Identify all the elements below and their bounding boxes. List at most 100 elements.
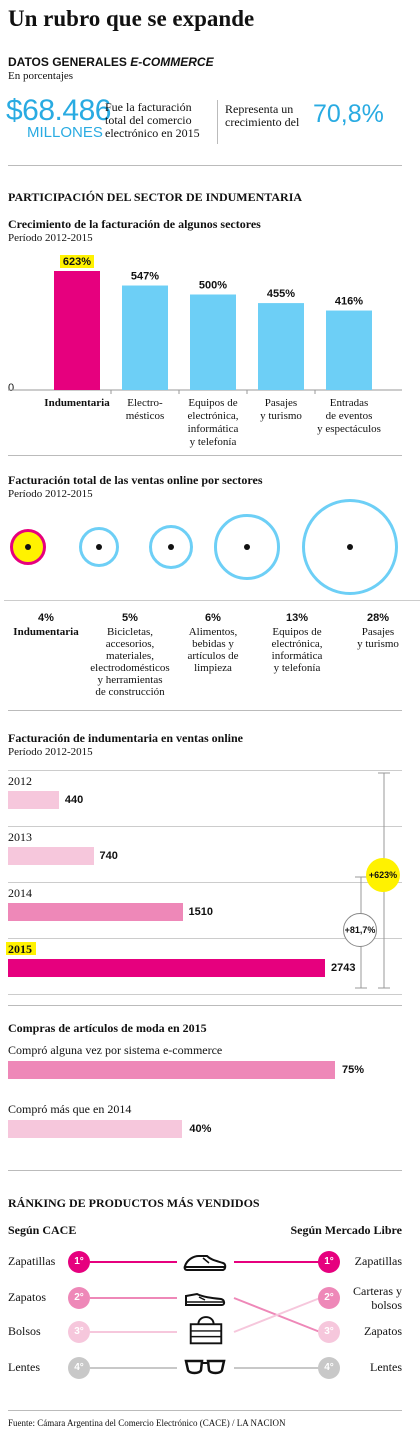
chart2-category-line: informática — [271, 650, 323, 662]
chart2-category-label: Equipos de electrónica, informática y telef… — [255, 626, 339, 674]
glasses-icon — [184, 1359, 226, 1375]
growth-last-badge: +81,7% — [343, 913, 377, 947]
chart1-bar — [258, 303, 304, 390]
chart3-bar — [8, 959, 325, 977]
chart3-year-label: 2012 — [8, 774, 32, 788]
chart1-category-line: Electro- — [127, 397, 163, 409]
shoe-icon — [185, 1292, 226, 1306]
divider — [8, 1410, 402, 1411]
source: Fuente: Cámara Argentina del Comercio El… — [8, 1418, 286, 1428]
chart1-value-label: 500% — [199, 279, 227, 291]
section-heading: PARTICIPACIÓN DEL SECTOR DE INDUMENTARIA — [8, 190, 303, 204]
chart3-bar — [8, 791, 59, 809]
chart1-category-line: Pasajes — [264, 397, 298, 409]
ranking-left-label: Bolsos — [8, 1324, 41, 1338]
chart1-category-line: Indumentaria — [44, 397, 110, 409]
chart2-divider — [336, 600, 420, 601]
divider — [8, 1170, 402, 1171]
chart3-value-label: 440 — [64, 794, 84, 806]
chart3-year-highlight — [6, 942, 36, 955]
ranking-left-badge: 2° — [68, 1287, 90, 1309]
chart2-bubble-center — [347, 544, 353, 550]
chart1-bar — [122, 285, 168, 390]
divider — [8, 710, 402, 711]
chart2-category-line: artículos de — [187, 650, 239, 662]
chart3-row-divider — [8, 938, 402, 939]
chart1-svg: 623% 547% 500% 455% 416% — [8, 255, 402, 394]
ranking-left-title: Según CACE — [8, 1223, 77, 1237]
chart4-value-label: 40% — [189, 1123, 212, 1135]
growth-desc-line: Representa un — [225, 102, 294, 116]
chart2-value-label: 13% — [285, 612, 309, 624]
chart2-period: Período 2012-2015 — [8, 488, 93, 500]
chart4-bar — [8, 1061, 335, 1079]
chart2-category-line: y herramientas — [97, 674, 163, 686]
ranking-right-line — [233, 1297, 321, 1333]
chart2-category-line: bebidas y — [192, 638, 234, 650]
chart1-category-line: mésticos — [125, 410, 165, 422]
chart2-title: Facturación total de las ventas online p… — [8, 473, 263, 487]
ranking-left-label: Lentes — [8, 1360, 40, 1374]
growth-total-badge: +623% — [366, 858, 400, 892]
ranking-right-title: Según Mercado Libre — [290, 1223, 402, 1237]
chart1-category-line: de eventos — [325, 410, 373, 422]
sneaker-icon — [183, 1255, 227, 1271]
chart1-bar — [326, 310, 372, 390]
general-heading-em: E-COMMERCE — [130, 55, 214, 69]
page-title: Un rubro que se expande — [8, 6, 255, 31]
chart2-category-line: Bicicletas, — [106, 626, 154, 638]
chart2-category-line: Equipos de — [272, 626, 322, 638]
chart1-bar — [190, 294, 236, 390]
chart1-category-line: y espectáculos — [317, 423, 381, 435]
growth-value: 70,8% — [313, 100, 384, 128]
chart4-bar — [8, 1120, 183, 1138]
ranking-right-badge: 3° — [318, 1321, 340, 1343]
chart1-category-label: Equipos de electrónica, informática y telef… — [173, 397, 253, 449]
chart2-category-line: materiales, — [106, 650, 154, 662]
chart2-value-label: 28% — [366, 612, 390, 624]
chart3-value-label: 1510 — [188, 906, 213, 918]
chart2-divider — [88, 600, 172, 601]
chart1-category-line: y turismo — [260, 410, 302, 422]
divider — [8, 165, 402, 166]
chart3-row-divider — [8, 770, 402, 771]
chart1-category-label: Electro-mésticos — [105, 397, 185, 423]
chart3-year-label: 2014 — [8, 886, 32, 900]
chart2-divider — [171, 600, 255, 601]
ranking-left-badge: 4° — [68, 1357, 90, 1379]
chart2-category-line: Alimentos, — [188, 626, 238, 638]
ranking-heading: RÁNKING DE PRODUCTOS MÁS VENDIDOS — [8, 1196, 260, 1210]
chart1-category-label: Entradas de eventos y espectáculos — [309, 397, 389, 436]
chart2-bubble-center — [244, 544, 250, 550]
chart3-year-label: 2013 — [8, 830, 32, 844]
amount-value: $68.486 — [6, 94, 111, 127]
chart3-bar — [8, 847, 94, 865]
ranking-right-label: Zapatillas — [354, 1254, 402, 1268]
chart1-category-line: Equipos de — [188, 397, 238, 409]
ranking-left-label: Zapatillas — [8, 1254, 56, 1268]
amount-desc: Fue la facturación total del comercio el… — [105, 101, 200, 140]
amount-unit: MILLONES — [27, 124, 103, 141]
ranking-right-badge: 1° — [318, 1251, 340, 1273]
chart1-value-label: 416% — [335, 296, 363, 308]
chart1-category-line: y telefonía — [189, 436, 237, 448]
chart3-row-divider — [8, 882, 402, 883]
chart1-category-line: Entradas — [329, 397, 369, 409]
chart1-value-label: 623% — [63, 256, 91, 268]
chart3-value-label: 2743 — [331, 962, 356, 974]
chart1-bar — [54, 271, 100, 390]
chart2-category-line: y telefonía — [273, 662, 321, 674]
chart2-value-label: 5% — [122, 612, 138, 624]
chart2-category-line: accesorios, — [105, 638, 155, 650]
chart3-bar — [8, 903, 183, 921]
chart1-category-line: informática — [187, 423, 239, 435]
chart2-category-label: Indumentaria — [4, 626, 88, 638]
amount-desc-line: total del comercio — [105, 113, 192, 127]
amount-desc-line: electrónico en 2015 — [105, 126, 200, 140]
chart2-category-label: Bicicletas, accesorios, materiales, electro… — [88, 626, 172, 698]
chart2-divider — [4, 600, 88, 601]
chart3-period: Período 2012-2015 — [8, 746, 93, 758]
growth-desc-line: crecimiento del — [225, 115, 300, 129]
ranking-right-badge: 4° — [318, 1357, 340, 1379]
